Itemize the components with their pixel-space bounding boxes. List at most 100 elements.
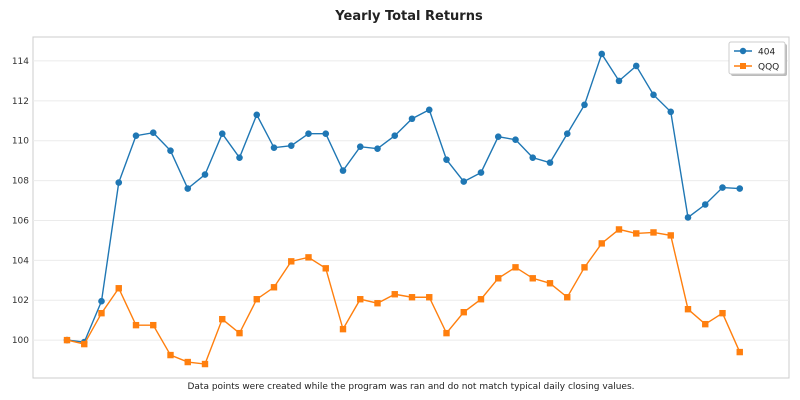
- data-point: [201, 171, 209, 178]
- data-point: [149, 129, 157, 137]
- data-point: [702, 320, 709, 328]
- data-point: [270, 284, 278, 291]
- data-point: [494, 133, 502, 141]
- data-point: [374, 300, 381, 307]
- data-point: [115, 285, 122, 292]
- series-lines: [63, 50, 744, 368]
- data-point: [460, 308, 467, 316]
- data-point: [391, 291, 398, 298]
- data-point: [305, 254, 312, 261]
- data-point: [546, 159, 554, 166]
- data-point: [201, 360, 209, 368]
- y-tick-label: 112: [12, 97, 29, 107]
- legend-label: QQQ: [758, 63, 779, 73]
- data-point: [495, 275, 502, 282]
- data-point: [615, 226, 623, 233]
- data-point: [132, 132, 140, 140]
- data-point: [667, 232, 674, 239]
- data-point: [650, 91, 657, 99]
- data-point: [581, 264, 588, 271]
- data-point: [98, 297, 105, 305]
- data-point: [236, 329, 243, 337]
- chart-title: Yearly Total Returns: [334, 9, 483, 24]
- data-point: [339, 325, 347, 333]
- data-point: [667, 108, 675, 116]
- data-point: [322, 265, 329, 272]
- data-point: [512, 136, 519, 143]
- data-point: [270, 144, 278, 151]
- data-point: [81, 340, 88, 348]
- data-point: [512, 264, 519, 271]
- data-point: [598, 240, 605, 247]
- series-line: [66, 52, 740, 343]
- data-point: [563, 130, 571, 138]
- data-point: [426, 294, 433, 301]
- data-point: [650, 229, 657, 236]
- data-point: [357, 296, 364, 303]
- data-point: [736, 348, 743, 356]
- data-point: [374, 145, 381, 152]
- data-point: [719, 309, 726, 317]
- series-line: [66, 228, 741, 365]
- y-tick-label: 106: [12, 216, 29, 226]
- legend: 404 QQQ: [728, 41, 787, 76]
- series-404: [63, 50, 744, 346]
- data-point: [167, 147, 174, 154]
- plot-area: [32, 36, 790, 379]
- data-point: [632, 62, 640, 70]
- data-point: [736, 185, 744, 192]
- data-point: [425, 106, 433, 114]
- data-point: [564, 294, 571, 301]
- data-point: [477, 169, 485, 176]
- data-point: [701, 201, 709, 208]
- data-point: [598, 50, 606, 58]
- legend-item: 404: [734, 48, 775, 58]
- series-QQQ: [63, 226, 743, 368]
- y-tick-label: 102: [12, 296, 29, 306]
- data-point: [219, 315, 226, 323]
- data-point: [391, 132, 399, 140]
- data-point: [684, 306, 692, 313]
- data-point: [218, 130, 226, 138]
- data-point: [460, 178, 468, 185]
- data-point: [529, 154, 537, 161]
- legend-marker: [740, 63, 746, 69]
- data-point: [253, 296, 260, 303]
- data-point: [184, 185, 192, 192]
- data-point: [322, 130, 330, 138]
- gridlines: [33, 60, 789, 341]
- data-point: [546, 280, 554, 287]
- data-point: [132, 321, 140, 329]
- data-point: [115, 179, 123, 186]
- y-axis: 100 102 104 106 108 110 112 114: [12, 57, 29, 346]
- data-point: [63, 336, 71, 344]
- legend-label: 404: [758, 48, 775, 58]
- data-point: [719, 184, 726, 191]
- data-point: [167, 351, 174, 359]
- data-point: [684, 214, 692, 221]
- data-point: [443, 156, 450, 163]
- data-point: [581, 101, 588, 109]
- data-point: [529, 275, 536, 282]
- data-point: [408, 115, 416, 123]
- data-point: [184, 358, 191, 366]
- data-point: [408, 294, 416, 301]
- y-tick-label: 114: [12, 57, 29, 67]
- data-point: [288, 258, 295, 265]
- data-point: [287, 142, 295, 149]
- data-point: [633, 230, 640, 237]
- legend-marker: [739, 47, 747, 55]
- data-point: [98, 309, 105, 317]
- data-point: [339, 167, 347, 174]
- legend-item: QQQ: [734, 63, 779, 73]
- data-point: [615, 77, 623, 85]
- chart-note: Data points were created while the progr…: [187, 382, 634, 392]
- data-point: [150, 321, 157, 329]
- data-point: [305, 130, 312, 138]
- data-point: [477, 296, 485, 303]
- y-tick-label: 104: [12, 256, 29, 266]
- data-point: [236, 154, 243, 161]
- data-point: [356, 143, 364, 150]
- data-point: [443, 329, 450, 337]
